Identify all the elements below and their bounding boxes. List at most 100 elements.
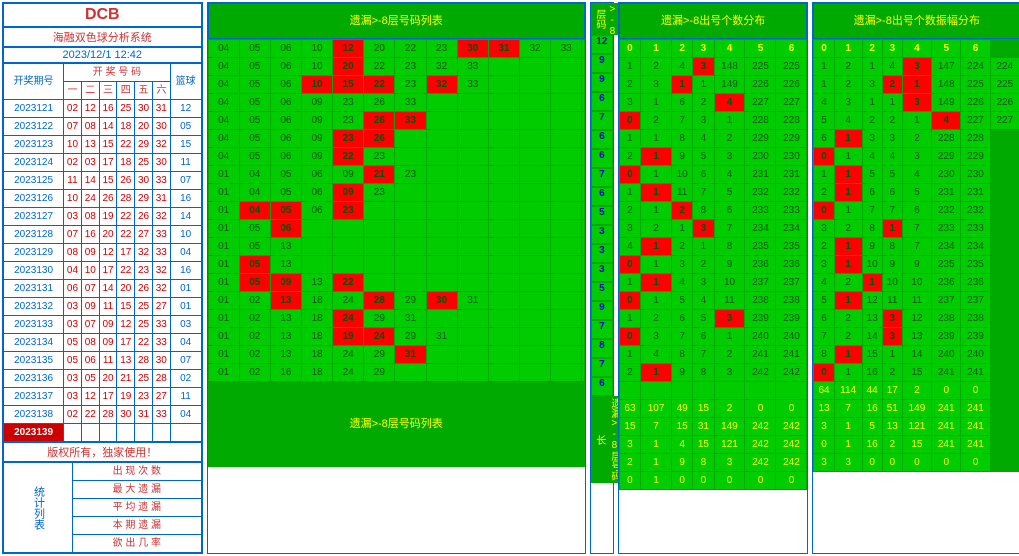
dist-cell: 239 — [776, 310, 807, 328]
dist-cell: 240 — [745, 328, 776, 346]
stat-cell: 0 — [619, 472, 640, 490]
dist-cell: 1 — [693, 76, 714, 94]
red-ball: 12 — [117, 316, 135, 334]
stat-cell: 2 — [882, 436, 902, 454]
miss-cell: 24 — [333, 346, 364, 364]
dist-cell: 241 — [961, 364, 990, 382]
miss-panel: 遗漏>-8层号码列表 04050610122022233031323304050… — [207, 2, 586, 554]
dist-cell: 4 — [693, 292, 714, 310]
stat-cell: 15 — [693, 436, 714, 454]
miss-cell: 05 — [239, 112, 270, 130]
dist-cell: 4 — [882, 58, 902, 76]
dist-col: 0 — [814, 40, 834, 58]
dist-cell: 231 — [745, 166, 776, 184]
blue-ball: 11 — [170, 154, 201, 172]
red-ball: 22 — [117, 226, 135, 244]
dist-cell: 234 — [961, 238, 990, 256]
dist-cell: 228 — [932, 130, 961, 148]
dist-cell: 227 — [961, 112, 990, 130]
stat-table: 统计列表出 现 次 数最 大 遗 漏平 均 遗 漏本 期 遗 漏欲 出 几 率 — [3, 462, 202, 553]
miss-cell: 13 — [301, 274, 332, 292]
dist-cell: 2 — [834, 58, 862, 76]
red-ball: 30 — [135, 100, 153, 118]
miss-cell: 02 — [239, 310, 270, 328]
period-cell: 2023136 — [4, 370, 64, 388]
dist-cell: 2 — [693, 94, 714, 112]
red-ball: 22 — [117, 208, 135, 226]
dist-cell: 3 — [834, 94, 862, 112]
strip-val: 3 — [591, 244, 613, 263]
dist-cell: 242 — [776, 364, 807, 382]
red-ball: 22 — [135, 334, 153, 352]
dist-cell: 1 — [672, 76, 693, 94]
blue-ball: 04 — [170, 244, 201, 262]
col-num: 二 — [81, 82, 99, 100]
miss-cell: 04 — [208, 112, 239, 130]
dist-cell: 8 — [672, 130, 693, 148]
dist-cell: 238 — [776, 292, 807, 310]
dist-cell: 7 — [672, 328, 693, 346]
dist-cell: 1 — [834, 166, 862, 184]
red-ball: 17 — [99, 388, 117, 406]
red-ball: 14 — [99, 118, 117, 136]
dist-cell: 230 — [961, 166, 990, 184]
miss-cell: 04 — [208, 130, 239, 148]
red-ball: 20 — [99, 370, 117, 388]
miss-cell: 01 — [208, 292, 239, 310]
stat-cell: 1 — [641, 472, 672, 490]
miss-cell: 18 — [301, 310, 332, 328]
dist-cell: 230 — [932, 166, 961, 184]
red-ball: 30 — [135, 172, 153, 190]
dist-col: 6 — [961, 40, 990, 58]
dist-col: 3 — [882, 40, 902, 58]
dist-col: 3 — [693, 40, 714, 58]
dist-cell: 2 — [619, 364, 640, 382]
stat-cell: 15 — [619, 418, 640, 436]
blue-ball: 16 — [170, 190, 201, 208]
dist-cell: 147 — [932, 58, 961, 76]
red-ball: 12 — [81, 388, 99, 406]
stat-cell: 1 — [641, 436, 672, 454]
col-num: 一 — [64, 82, 82, 100]
stat-cell: 0 — [714, 472, 745, 490]
dist-cell: 2 — [672, 238, 693, 256]
blue-ball: 05 — [170, 118, 201, 136]
dist-cell: 1 — [619, 184, 640, 202]
dist-cell: 1 — [862, 94, 882, 112]
blue-ball: 02 — [170, 370, 201, 388]
period-cell: 2023137 — [4, 388, 64, 406]
dist-cell: 229 — [961, 148, 990, 166]
red-ball: 27 — [135, 226, 153, 244]
stat-cell: 13 — [814, 400, 834, 418]
dist-cell: 2 — [814, 238, 834, 256]
dist-cell: 1 — [714, 328, 745, 346]
dist-cell: 3 — [882, 328, 902, 346]
miss-cell: 09 — [333, 166, 364, 184]
period-cell: 2023129 — [4, 244, 64, 262]
dist-cell: 1 — [714, 112, 745, 130]
miss-cell: 05 — [239, 58, 270, 76]
dist-cell: 4 — [862, 148, 882, 166]
dist-cell: 1 — [834, 292, 862, 310]
dist-cell — [641, 382, 672, 400]
red-ball — [81, 424, 99, 442]
red-ball: 28 — [99, 406, 117, 424]
dist-cell: 0 — [619, 166, 640, 184]
dist-cell: 8 — [672, 346, 693, 364]
dist-col: 4 — [902, 40, 931, 58]
stat-cell: 107 — [641, 400, 672, 418]
dist-cell: 4 — [714, 94, 745, 112]
miss-cell: 33 — [395, 94, 426, 112]
dist-cell: 3 — [619, 94, 640, 112]
dist-cell: 4 — [619, 238, 640, 256]
dist-title: 遗漏>-8出号个数分布 — [619, 3, 808, 39]
dist-col: 1 — [834, 40, 862, 58]
miss-cell: 05 — [239, 238, 270, 256]
miss-cell: 06 — [270, 148, 301, 166]
miss-cell: 23 — [395, 58, 426, 76]
red-ball: 09 — [99, 334, 117, 352]
red-ball: 17 — [117, 334, 135, 352]
red-ball: 10 — [81, 262, 99, 280]
blue-ball: 04 — [170, 406, 201, 424]
red-ball: 22 — [117, 136, 135, 154]
